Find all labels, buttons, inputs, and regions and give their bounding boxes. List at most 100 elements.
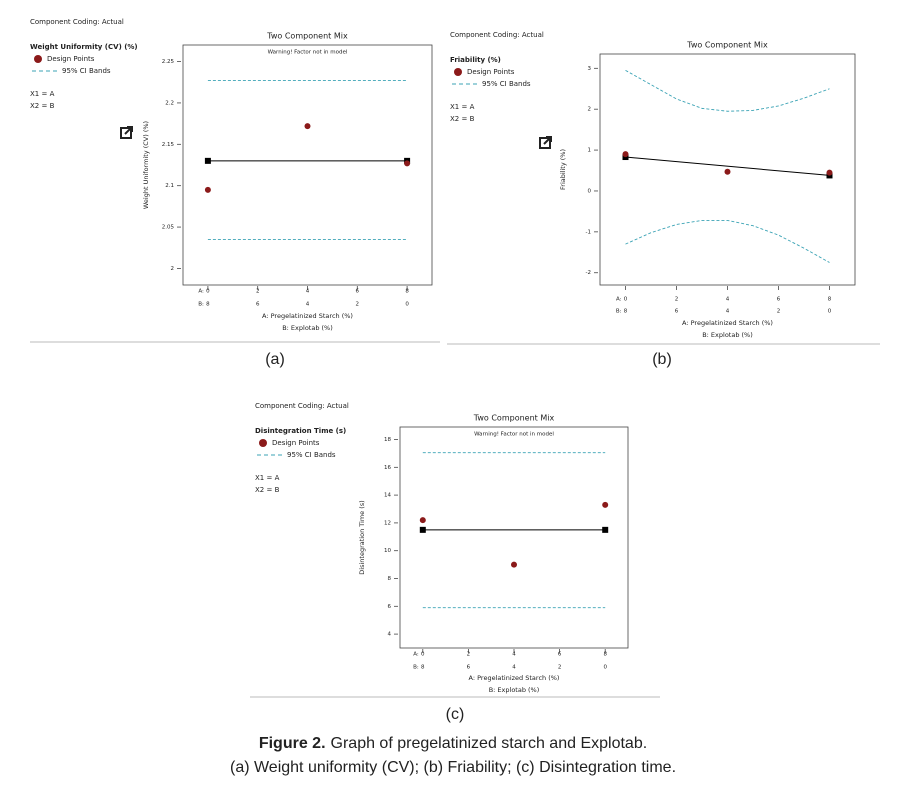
fit-point bbox=[419, 526, 426, 533]
export-arrow bbox=[543, 136, 552, 145]
x2-tick-label: 4 bbox=[726, 309, 730, 315]
y-tick-label: 1 bbox=[588, 148, 592, 154]
y-tick-label: 2.1 bbox=[165, 183, 174, 189]
fit-point bbox=[204, 157, 211, 164]
caption-title: Graph of pregelatinized starch and Explo… bbox=[331, 735, 648, 752]
y-axis-title: Friability (%) bbox=[559, 149, 567, 190]
x-tick-label: 6 bbox=[356, 289, 360, 295]
design-point bbox=[419, 517, 426, 524]
x2-tick-label: 2 bbox=[777, 309, 781, 315]
export-icon bbox=[120, 127, 132, 139]
design-point bbox=[404, 160, 411, 167]
coding: Component Coding: Actual bbox=[255, 402, 349, 410]
y-tick-label: 2.05 bbox=[162, 225, 175, 231]
y-tick-label: 8 bbox=[388, 576, 392, 582]
panel-label: (a) bbox=[265, 351, 285, 368]
panel-label: (c) bbox=[446, 706, 465, 723]
coding-x1: X1 = A bbox=[450, 103, 475, 111]
design-point bbox=[204, 186, 211, 193]
x-tick-label: 8 bbox=[603, 652, 607, 658]
x-axis-title: A: Pregelatinized Starch (%) bbox=[469, 674, 560, 682]
caption-label: Figure 2. bbox=[259, 735, 326, 752]
x2-axis-title: B: Explotab (%) bbox=[282, 324, 333, 332]
x-axis-title: A: Pregelatinized Starch (%) bbox=[682, 319, 773, 327]
y-axis-title: Disintegration Time (s) bbox=[358, 500, 366, 574]
coding-x1: X1 = A bbox=[30, 90, 55, 98]
plot-frame bbox=[182, 44, 433, 286]
design-point bbox=[511, 561, 517, 568]
coding-x2: X2 = B bbox=[450, 115, 475, 123]
coding: Component Coding: Actual bbox=[30, 18, 124, 26]
y-tick-label: 4 bbox=[388, 632, 392, 638]
coding-x2: X2 = B bbox=[30, 102, 55, 110]
y-tick-label: 2 bbox=[171, 266, 175, 272]
legend-label: 95% CI Bands bbox=[482, 80, 531, 88]
x-tick-label: 0 bbox=[206, 289, 210, 295]
plot-frame bbox=[399, 426, 629, 649]
legend-label: 95% CI Bands bbox=[62, 67, 111, 75]
y-tick-label: 3 bbox=[588, 66, 592, 72]
x2-tick-label: 6 bbox=[467, 665, 471, 671]
chart-title: Two Component Mix bbox=[266, 32, 348, 41]
legend-label: 95% CI Bands bbox=[287, 451, 336, 459]
legend-label: Design Points bbox=[47, 55, 95, 63]
legend-label: Design Points bbox=[272, 439, 320, 447]
coding-x1: X1 = A bbox=[255, 474, 280, 482]
legend-label: Design Points bbox=[467, 68, 515, 76]
y-tick-label: 2.2 bbox=[165, 100, 174, 106]
design-point bbox=[602, 501, 609, 508]
x-prefix: A: bbox=[198, 289, 204, 295]
x-tick-label: 6 bbox=[558, 652, 562, 658]
x2-tick-label: 0 bbox=[828, 309, 832, 315]
ci-band bbox=[625, 69, 830, 112]
legend-marker bbox=[259, 439, 267, 447]
coding: Component Coding: Actual bbox=[450, 31, 544, 39]
legend-marker bbox=[454, 68, 462, 76]
warning: Warning! Factor not in model bbox=[474, 432, 554, 438]
export-arrow bbox=[124, 126, 133, 135]
design-point bbox=[724, 168, 731, 175]
x2-tick-label: 0 bbox=[603, 665, 607, 671]
x2-prefix: B: bbox=[198, 302, 204, 308]
y-tick-label: -1 bbox=[586, 229, 591, 235]
x-tick-label: 4 bbox=[306, 289, 310, 295]
x2-tick-label: 2 bbox=[356, 302, 360, 308]
design-point bbox=[826, 169, 833, 176]
y-tick-label: 16 bbox=[384, 465, 391, 471]
x2-axis-title: B: Explotab (%) bbox=[702, 331, 753, 339]
legend-title: Weight Uniformity (CV) (%) bbox=[30, 43, 138, 51]
panel-label: (b) bbox=[652, 351, 672, 368]
x2-tick-label: 8 bbox=[206, 302, 210, 308]
fit-point bbox=[602, 526, 609, 533]
y-tick-label: -2 bbox=[586, 270, 591, 276]
x2-tick-label: 8 bbox=[624, 309, 628, 315]
x-tick-label: 4 bbox=[726, 297, 730, 303]
x-tick-label: 4 bbox=[512, 652, 516, 658]
fit-line bbox=[625, 156, 830, 176]
x2-tick-label: 4 bbox=[306, 302, 310, 308]
ci-band bbox=[625, 219, 830, 263]
plot-frame bbox=[599, 53, 856, 286]
y-tick-label: 10 bbox=[384, 548, 391, 554]
x-tick-label: 8 bbox=[828, 297, 832, 303]
export-icon bbox=[539, 137, 551, 149]
y-tick-label: 0 bbox=[588, 188, 592, 194]
y-tick-label: 2.25 bbox=[162, 59, 175, 65]
x-tick-label: 0 bbox=[624, 297, 628, 303]
x-tick-label: 2 bbox=[467, 652, 471, 658]
y-tick-label: 12 bbox=[384, 520, 391, 526]
x2-tick-label: 4 bbox=[512, 665, 516, 671]
x-tick-label: 8 bbox=[405, 289, 409, 295]
caption-line: Figure 2. Graph of pregelatinized starch … bbox=[259, 735, 647, 752]
chart-title: Two Component Mix bbox=[686, 41, 768, 50]
x2-tick-label: 2 bbox=[558, 665, 562, 671]
design-point bbox=[304, 123, 311, 130]
coding-x2: X2 = B bbox=[255, 486, 280, 494]
x2-tick-label: 6 bbox=[256, 302, 260, 308]
x2-tick-label: 6 bbox=[675, 309, 679, 315]
warning: Warning! Factor not in model bbox=[268, 50, 348, 56]
y-tick-label: 2 bbox=[588, 107, 592, 113]
x-axis-title: A: Pregelatinized Starch (%) bbox=[262, 312, 353, 320]
